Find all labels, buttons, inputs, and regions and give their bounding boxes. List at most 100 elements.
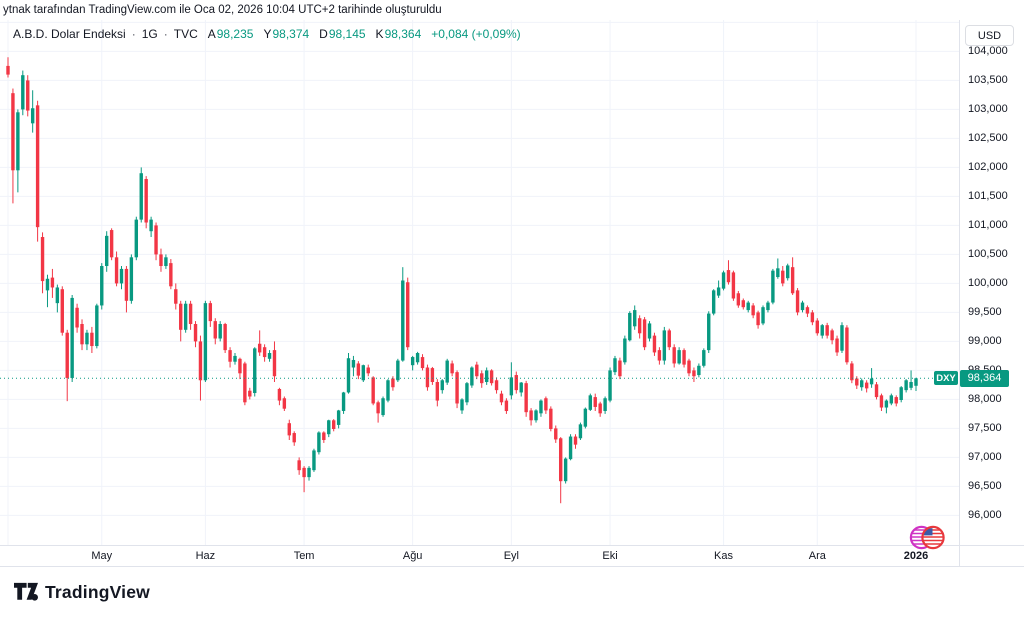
price-tick-label: 103,000	[968, 103, 1008, 116]
currency-button[interactable]: USD	[965, 25, 1014, 46]
price-tick-label: 97,500	[968, 422, 1002, 435]
candle	[50, 268, 55, 298]
candle	[721, 270, 726, 291]
candle	[558, 437, 563, 504]
candle	[410, 355, 415, 371]
candle	[766, 300, 770, 313]
chart-legend: A.B.D. Dolar Endeksi · 1G · TVC A 98,235…	[13, 27, 521, 41]
candle	[810, 310, 815, 326]
candle	[16, 109, 20, 193]
candle	[327, 419, 331, 438]
candle	[573, 434, 578, 449]
legend-separator: ·	[163, 27, 168, 41]
candle	[35, 100, 40, 242]
time-tick-label: Ara	[808, 550, 826, 562]
candle	[860, 378, 864, 391]
candle	[628, 311, 632, 342]
candle	[218, 321, 222, 342]
candle	[795, 288, 800, 316]
candle	[618, 357, 622, 380]
price-tick-label: 96,000	[968, 509, 1002, 522]
candle	[687, 358, 691, 377]
candle	[480, 370, 484, 388]
candle	[850, 361, 854, 384]
candle	[11, 88, 15, 204]
candle	[869, 368, 874, 388]
candle	[396, 358, 400, 383]
candle	[233, 353, 237, 365]
candle	[401, 267, 405, 362]
candle	[761, 305, 765, 326]
candle	[119, 266, 124, 290]
candle	[376, 400, 380, 423]
symbol-title: A.B.D. Dolar Endeksi	[13, 27, 126, 41]
price-tick-label: 100,000	[968, 277, 1008, 290]
candle	[667, 328, 671, 351]
candle	[100, 263, 104, 310]
candle	[223, 322, 227, 354]
candle	[149, 216, 153, 238]
price-tick-label: 102,000	[968, 161, 1008, 174]
candle	[55, 284, 60, 313]
time-axis[interactable]: May Haz Tem Ağu Eyl Eki Kas Ara 2026	[0, 546, 1024, 566]
candle	[805, 305, 810, 318]
price-tick-label: 99,500	[968, 306, 1002, 319]
candle	[825, 322, 829, 339]
candle	[302, 466, 306, 493]
time-tick-label: Eyl	[503, 550, 519, 562]
candle	[124, 266, 129, 313]
candle	[519, 382, 523, 397]
candle	[657, 347, 662, 365]
tradingview-logo[interactable]: TradingView	[14, 582, 150, 603]
candle	[830, 328, 834, 345]
candle	[539, 399, 543, 417]
candle	[174, 283, 178, 310]
candle	[80, 319, 84, 351]
candle	[144, 176, 148, 229]
candle	[30, 90, 35, 133]
candle	[484, 367, 489, 385]
candle	[361, 364, 366, 383]
candle	[371, 376, 375, 406]
candle	[771, 268, 775, 305]
candle	[460, 398, 464, 414]
candle	[435, 379, 440, 407]
candle	[179, 300, 183, 342]
candle	[588, 393, 593, 412]
candle	[568, 434, 573, 461]
candle	[914, 377, 918, 392]
candle	[647, 321, 652, 342]
candle	[465, 382, 469, 406]
candle	[90, 326, 94, 354]
candle	[134, 216, 139, 261]
candle	[104, 231, 109, 272]
candle	[430, 366, 435, 385]
candle	[257, 330, 262, 356]
candle	[346, 353, 351, 394]
candle	[228, 347, 232, 368]
candle	[514, 371, 518, 394]
candle	[583, 407, 588, 429]
price-axis[interactable]: 104,000 103,500 103,000 102,500 102,000 101,5…	[960, 0, 1024, 566]
candle	[188, 300, 193, 330]
candle	[874, 382, 879, 400]
candle	[440, 379, 444, 394]
legend-high: Y 98,374	[263, 27, 310, 41]
price-tick-label: 104,000	[968, 45, 1008, 58]
candle	[292, 431, 296, 446]
candle	[633, 305, 637, 330]
candle	[317, 431, 321, 455]
time-tick-label: May	[91, 550, 113, 562]
time-tick-label: Tem	[293, 550, 315, 562]
candle	[815, 318, 820, 336]
candle	[70, 295, 74, 383]
candle	[445, 358, 449, 385]
candle	[406, 277, 410, 351]
candle	[297, 457, 301, 475]
candle	[366, 364, 370, 377]
chart-overlays	[0, 20, 1024, 567]
candle	[524, 380, 528, 417]
candle	[415, 351, 420, 365]
